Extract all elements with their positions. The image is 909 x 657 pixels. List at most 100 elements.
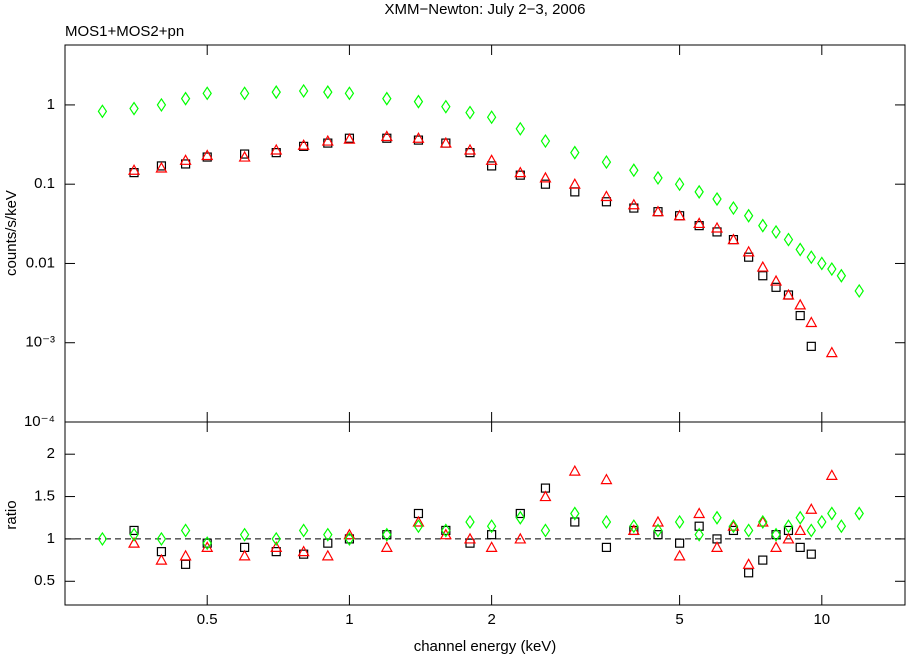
data-point [694, 184, 704, 199]
data-point [570, 517, 580, 527]
data-point [515, 510, 526, 525]
data-point [600, 190, 613, 202]
data-point [487, 530, 497, 540]
data-point [673, 209, 686, 221]
data-point [727, 519, 740, 531]
data-point [771, 527, 781, 542]
chart-subtitle: MOS1+MOS2+pn [65, 23, 184, 40]
data-point [239, 527, 250, 542]
data-point [441, 99, 451, 114]
data-point [343, 528, 356, 540]
data-point [694, 521, 704, 531]
data-point [742, 558, 755, 569]
data-point [795, 310, 805, 321]
data-point [756, 515, 769, 527]
data-point [728, 519, 739, 534]
y-tick-label: 10⁻³ [25, 334, 55, 351]
x-tick-label: 2 [487, 611, 495, 628]
data-point [239, 86, 250, 101]
data-point [758, 218, 768, 233]
data-point [743, 208, 754, 223]
y-tick-label: 1 [47, 530, 55, 547]
data-point [271, 531, 281, 546]
data-point [794, 524, 807, 536]
data-point [854, 506, 864, 521]
data-point [673, 549, 686, 561]
data-point [128, 536, 141, 548]
data-point [156, 97, 167, 113]
data-point [758, 514, 768, 530]
data-point [238, 150, 251, 162]
data-point [627, 198, 640, 210]
data-point [836, 268, 847, 283]
data-point [439, 528, 452, 540]
data-point [827, 506, 837, 521]
data-point [463, 143, 477, 155]
data-point [540, 133, 551, 149]
data-point [651, 205, 665, 217]
data-point [344, 86, 355, 101]
data-point [795, 510, 805, 525]
data-point [651, 515, 665, 527]
data-point [323, 538, 333, 548]
data-point [487, 161, 497, 171]
data-point [180, 523, 191, 538]
x-tick-label: 10 [813, 611, 830, 628]
data-point [238, 549, 251, 561]
data-point [756, 260, 769, 272]
data-point [155, 553, 168, 565]
data-point [539, 171, 552, 183]
data-point [321, 134, 334, 146]
data-point [155, 161, 168, 173]
data-point [129, 527, 139, 542]
data-point [321, 549, 334, 561]
data-point [412, 515, 425, 527]
data-point [744, 252, 754, 262]
data-point [201, 149, 214, 161]
data-point [380, 541, 393, 552]
data-point [742, 245, 755, 257]
data-point [97, 104, 108, 119]
data-point [515, 121, 526, 136]
data-point [770, 274, 783, 286]
data-point [570, 145, 580, 160]
data-point [270, 143, 283, 155]
data-point [240, 149, 250, 159]
data-point [570, 187, 580, 197]
data-point [201, 541, 214, 552]
data-point [179, 549, 192, 561]
data-point [568, 464, 581, 476]
y-tick-label: 1 [47, 96, 55, 113]
data-point [297, 139, 310, 150]
data-point [653, 170, 663, 185]
data-point [298, 83, 309, 99]
data-point [601, 542, 612, 552]
data-point [485, 154, 498, 165]
data-point [570, 506, 580, 521]
data-point [323, 85, 333, 100]
data-point [805, 316, 818, 328]
x-tick-label: 1 [345, 611, 353, 628]
data-point [465, 514, 475, 530]
data-point [805, 503, 818, 514]
data-point [627, 524, 640, 536]
data-point [782, 532, 795, 544]
data-point [343, 132, 356, 144]
data-point [854, 283, 864, 299]
y-tick-label: 0.01 [26, 254, 55, 271]
data-point [441, 523, 451, 538]
data-point [712, 510, 722, 525]
data-point [674, 177, 685, 192]
data-point [825, 346, 838, 358]
data-point [97, 531, 108, 546]
data-point [380, 130, 393, 142]
y-tick-label: 0.5 [34, 572, 55, 589]
data-point [710, 541, 724, 552]
data-point [515, 508, 525, 519]
data-point [129, 101, 139, 116]
data-point [539, 490, 552, 502]
data-point [465, 105, 475, 120]
data-point [817, 514, 827, 530]
data-point [728, 200, 739, 216]
data-point [601, 514, 612, 530]
